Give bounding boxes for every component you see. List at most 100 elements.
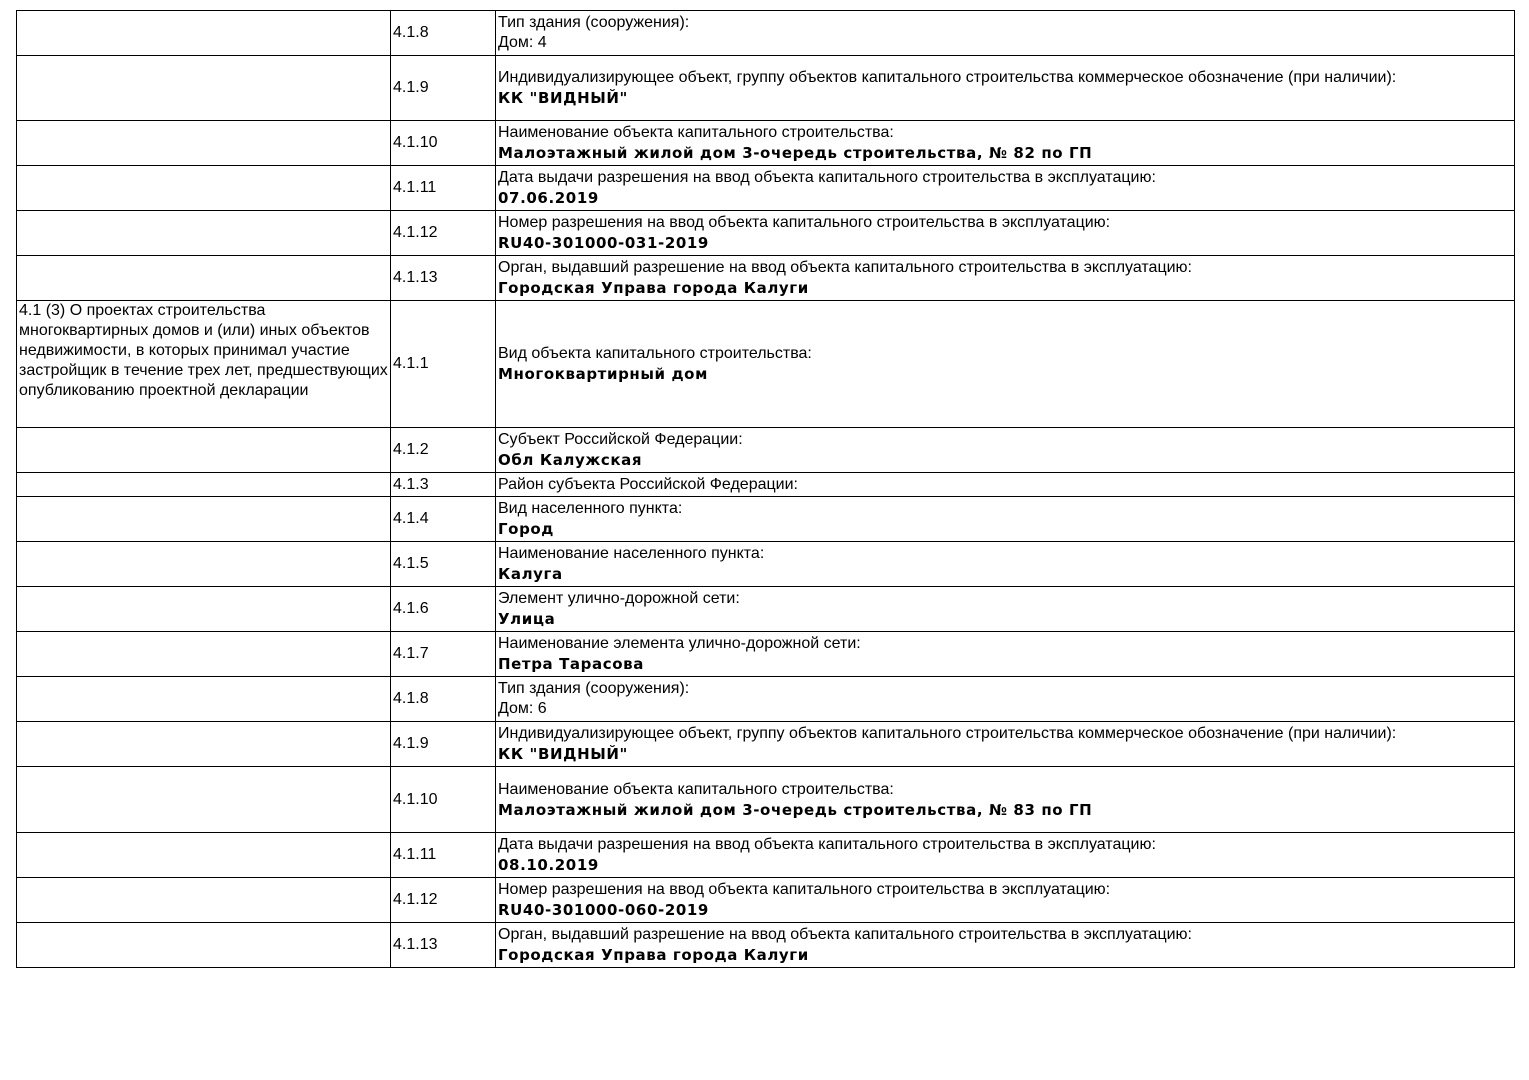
item-content-cell: Элемент улично-дорожной сети: Улица <box>495 586 1515 632</box>
table-row: 4.1.2 Субъект Российской Федерации: Обл Ка… <box>16 427 1515 473</box>
item-label: Наименование населенного пункта: <box>498 545 765 562</box>
item-content-cell: Тип здания (сооружения): Дом: 4 <box>495 10 1515 56</box>
item-content-cell: Вид объекта капитального строительства: М… <box>495 300 1515 428</box>
item-content-cell: Вид населенного пункта: Город <box>495 496 1515 542</box>
section-cell <box>16 55 391 121</box>
item-value: Улица <box>498 610 556 628</box>
table-row: 4.1.9 Индивидуализирующее объект, группу … <box>16 721 1515 767</box>
item-content-cell: Наименование населенного пункта: Калуга <box>495 541 1515 587</box>
item-label: Наименование объекта капитального строит… <box>498 124 894 141</box>
table-row: 4.1.13 Орган, выдавший разрешение на ввод… <box>16 255 1515 301</box>
item-label: Наименование элемента улично-дорожной се… <box>498 635 861 652</box>
item-number-cell: 4.1.7 <box>390 631 496 677</box>
item-number-cell: 4.1.8 <box>390 676 496 722</box>
table-row: 4.1.9 Индивидуализирующее объект, группу … <box>16 55 1515 121</box>
section-cell <box>16 631 391 677</box>
table-row: 4.1.8 Тип здания (сооружения): Дом: 6 <box>16 676 1515 722</box>
item-content-cell: Дата выдачи разрешения на ввод объекта к… <box>495 165 1515 211</box>
item-value: 08.10.2019 <box>498 856 599 874</box>
item-content-cell: Тип здания (сооружения): Дом: 6 <box>495 676 1515 722</box>
table-row: 4.1.12 Номер разрешения на ввод объекта к… <box>16 877 1515 923</box>
item-number-cell: 4.1.4 <box>390 496 496 542</box>
item-value: Город <box>498 520 555 538</box>
item-number-cell: 4.1.6 <box>390 586 496 632</box>
item-label: Вид объекта капитального строительства: <box>498 345 812 362</box>
table-row: 4.1.6 Элемент улично-дорожной сети: Улица <box>16 586 1515 632</box>
item-label: Номер разрешения на ввод объекта капитал… <box>498 214 1111 231</box>
table-row: 4.1.5 Наименование населенного пункта: Кал… <box>16 541 1515 587</box>
item-label: Номер разрешения на ввод объекта капитал… <box>498 881 1111 898</box>
table-row: 4.1 (3) О проектах строительства многокв… <box>16 300 1515 428</box>
item-value: Городская Управа города Калуги <box>498 279 809 297</box>
item-value: 07.06.2019 <box>498 189 599 207</box>
section-cell <box>16 766 391 833</box>
item-content-cell: Орган, выдавший разрешение на ввод объек… <box>495 922 1515 968</box>
table-row: 4.1.3 Район субъекта Российской Федерации… <box>16 472 1515 497</box>
item-number-cell: 4.1.1 <box>390 300 496 428</box>
item-content-cell: Индивидуализирующее объект, группу объек… <box>495 55 1515 121</box>
section-cell <box>16 472 391 497</box>
item-value: Дом: 4 <box>498 34 547 51</box>
item-number-cell: 4.1.9 <box>390 55 496 121</box>
section-cell <box>16 676 391 722</box>
item-number-cell: 4.1.12 <box>390 877 496 923</box>
item-number-cell: 4.1.2 <box>390 427 496 473</box>
section-cell <box>16 496 391 542</box>
section-cell <box>16 877 391 923</box>
declaration-table: 4.1.8 Тип здания (сооружения): Дом: 4 4.1.9… <box>16 10 1515 968</box>
item-label: Индивидуализирующее объект, группу объек… <box>498 69 1397 86</box>
item-value: Малоэтажный жилой дом 3-очередь строител… <box>498 144 1093 162</box>
item-value: Обл Калужская <box>498 451 643 469</box>
item-number-cell: 4.1.3 <box>390 472 496 497</box>
item-number-cell: 4.1.12 <box>390 210 496 256</box>
section-cell <box>16 586 391 632</box>
item-label: Дата выдачи разрешения на ввод объекта к… <box>498 836 1156 853</box>
item-value: RU40-301000-031-2019 <box>498 234 709 252</box>
section-cell <box>16 120 391 166</box>
table-row: 4.1.12 Номер разрешения на ввод объекта к… <box>16 210 1515 256</box>
item-number-cell: 4.1.11 <box>390 832 496 878</box>
item-content-cell: Наименование элемента улично-дорожной се… <box>495 631 1515 677</box>
item-label: Вид населенного пункта: <box>498 500 683 517</box>
item-value: Дом: 6 <box>498 700 547 717</box>
section-cell <box>16 832 391 878</box>
table-row: 4.1.10 Наименование объекта капитального … <box>16 120 1515 166</box>
item-content-cell: Наименование объекта капитального строит… <box>495 120 1515 166</box>
section-cell <box>16 427 391 473</box>
item-number-cell: 4.1.9 <box>390 721 496 767</box>
item-content-cell: Индивидуализирующее объект, группу объек… <box>495 721 1515 767</box>
table-row: 4.1.4 Вид населенного пункта: Город <box>16 496 1515 542</box>
item-number-cell: 4.1.13 <box>390 922 496 968</box>
section-cell <box>16 10 391 56</box>
section-cell <box>16 922 391 968</box>
item-label: Дата выдачи разрешения на ввод объекта к… <box>498 169 1156 186</box>
item-number-cell: 4.1.10 <box>390 766 496 833</box>
item-label: Тип здания (сооружения): <box>498 14 690 31</box>
item-value: КК "ВИДНЫЙ" <box>498 89 628 107</box>
declaration-table-body: 4.1.8 Тип здания (сооружения): Дом: 4 4.1.9… <box>16 10 1515 968</box>
item-label: Тип здания (сооружения): <box>498 680 690 697</box>
item-number-cell: 4.1.5 <box>390 541 496 587</box>
item-label: Район субъекта Российской Федерации: <box>498 475 798 493</box>
item-content-cell: Наименование объекта капитального строит… <box>495 766 1515 833</box>
item-value: Городская Управа города Калуги <box>498 946 809 964</box>
table-row: 4.1.10 Наименование объекта капитального … <box>16 766 1515 833</box>
item-label: Субъект Российской Федерации: <box>498 431 743 448</box>
table-row: 4.1.8 Тип здания (сооружения): Дом: 4 <box>16 10 1515 56</box>
item-label: Орган, выдавший разрешение на ввод объек… <box>498 926 1192 943</box>
table-row: 4.1.7 Наименование элемента улично-дорожн… <box>16 631 1515 677</box>
section-cell <box>16 541 391 587</box>
item-label: Наименование объекта капитального строит… <box>498 780 894 798</box>
item-value: Малоэтажный жилой дом 3-очередь строител… <box>498 800 1093 819</box>
item-label: Орган, выдавший разрешение на ввод объек… <box>498 259 1192 276</box>
table-row: 4.1.11 Дата выдачи разрешения на ввод объ… <box>16 832 1515 878</box>
item-value: Многоквартирный дом <box>498 365 708 383</box>
table-row: 4.1.11 Дата выдачи разрешения на ввод объ… <box>16 165 1515 211</box>
section-cell: 4.1 (3) О проектах строительства многокв… <box>16 300 391 428</box>
item-number-cell: 4.1.13 <box>390 255 496 301</box>
item-content-cell: Орган, выдавший разрешение на ввод объек… <box>495 255 1515 301</box>
item-number-cell: 4.1.11 <box>390 165 496 211</box>
section-cell <box>16 210 391 256</box>
section-cell <box>16 721 391 767</box>
item-content-cell: Номер разрешения на ввод объекта капитал… <box>495 210 1515 256</box>
